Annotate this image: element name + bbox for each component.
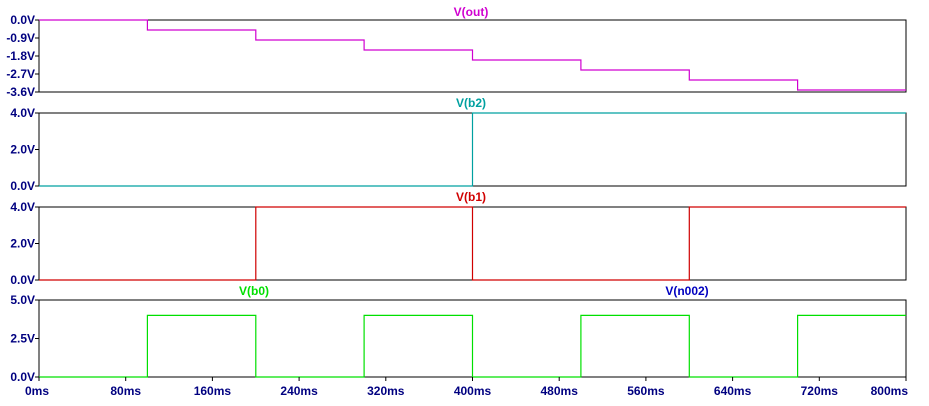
x-tick-label: 720ms [801,384,839,398]
y-tick-label: 4.0V [10,106,35,120]
x-tick-label: 400ms [454,384,492,398]
y-tick-label: 0.0V [10,273,35,287]
trace-label-v-b1[interactable]: V(b1) [456,190,486,204]
y-tick-label: 0.0V [10,179,35,193]
trace-label-v-out[interactable]: V(out) [454,5,489,19]
y-tick-label: -2.7V [6,67,35,81]
x-tick-label: 560ms [627,384,665,398]
y-tick-label: 0.0V [10,13,35,27]
y-tick-label: -3.6V [6,85,35,99]
pane-b1[interactable]: 4.0V 2.0V 0.0V V(b1) [10,190,907,287]
x-tick-label: 480ms [541,384,579,398]
y-tick-label: 2.0V [10,143,35,157]
x-tick-label: 80ms [110,384,141,398]
pane-b0[interactable]: 5.0V 2.5V 0.0V V(b0) V(n002) [10,284,907,384]
trace-v-b2[interactable] [39,112,906,187]
trace-label-v-b0[interactable]: V(b0) [239,284,269,298]
y-tick-label: 0.0V [10,370,35,384]
x-tick-label: 800ms [871,384,909,398]
pane-out[interactable]: 0.0V -0.9V -1.8V -2.7V -3.6V V(out) [6,5,907,99]
trace-label-v-n002[interactable]: V(n002) [665,284,708,298]
trace-v-b0[interactable] [39,314,906,378]
trace-v-b1[interactable] [39,206,906,281]
y-tick-label: -0.9V [6,31,35,45]
x-tick-label: 240ms [280,384,318,398]
x-tick-label: 0ms [25,384,49,398]
y-tick-label: -1.8V [6,49,35,63]
x-tick-label: 640ms [714,384,752,398]
trace-label-v-b2[interactable]: V(b2) [456,96,486,110]
y-tick-label: 4.0V [10,200,35,214]
x-axis: 0ms 80ms 160ms 240ms 320ms 400ms 480ms 560ms 640… [25,377,908,398]
y-tick-label: 2.5V [10,332,35,346]
pane-b2[interactable]: 4.0V 2.0V 0.0V V(b2) [10,96,907,193]
y-tick-label: 5.0V [10,293,35,307]
x-tick-label: 160ms [194,384,232,398]
trace-v-out[interactable] [39,19,906,91]
x-tick-label: 320ms [367,384,405,398]
plot-panes: 0.0V -0.9V -1.8V -2.7V -3.6V V(out) 4.0V 2.0V 0.… [6,5,907,384]
y-tick-label: 2.0V [10,237,35,251]
